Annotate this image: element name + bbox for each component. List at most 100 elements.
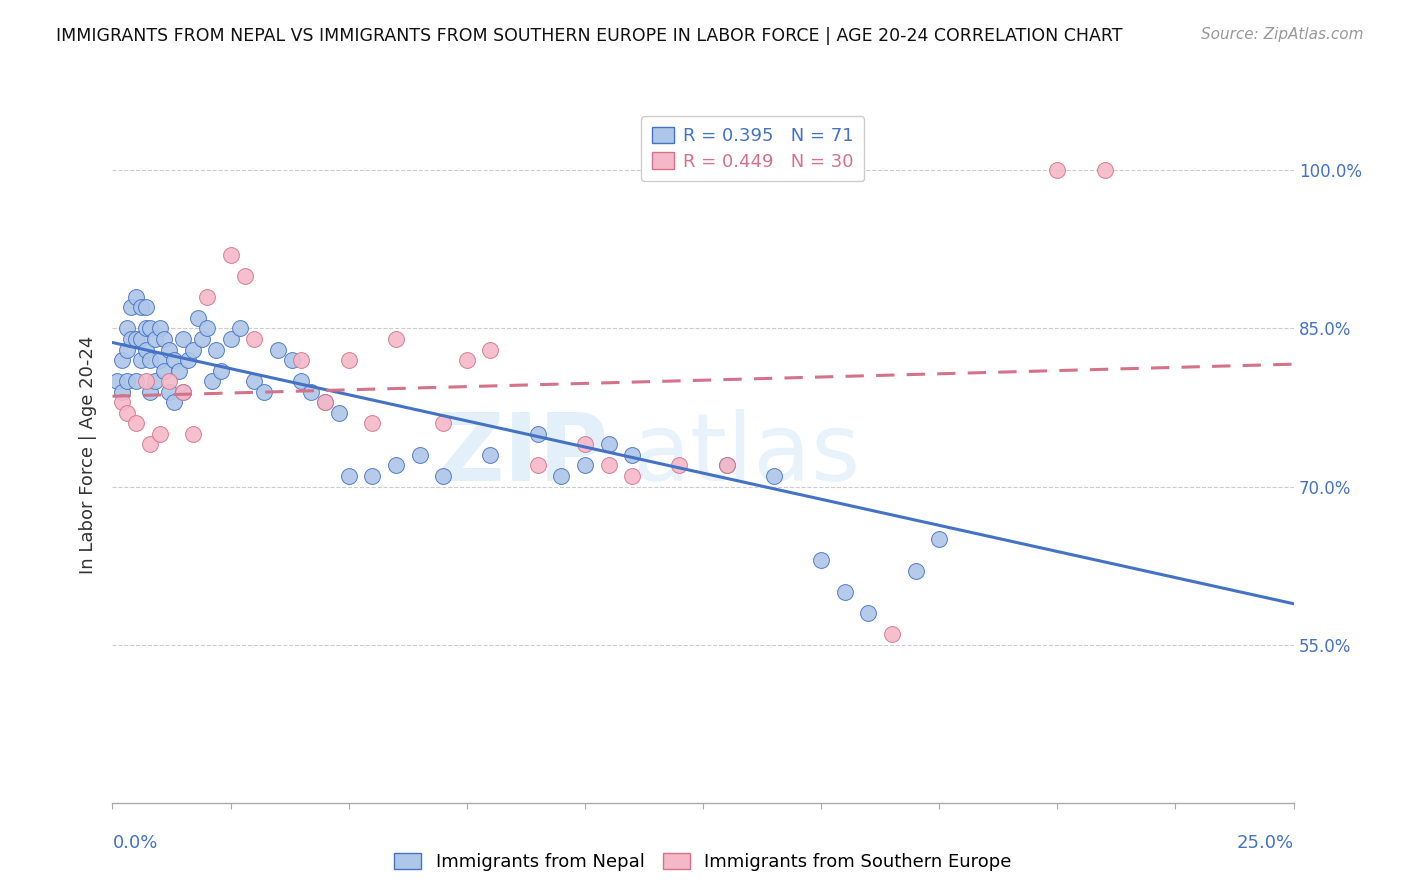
Point (186, 310, 208, 325)
Point (115, 374, 138, 388)
Point (432, 469, 454, 483)
Point (314, 395, 336, 409)
Point (163, 353, 186, 368)
Point (904, 564, 927, 578)
Y-axis label: In Labor Force | Age 20-24: In Labor Force | Age 20-24 (79, 335, 97, 574)
Point (195, 290, 218, 304)
Point (191, 332, 214, 346)
Text: Source: ZipAtlas.com: Source: ZipAtlas.com (1201, 27, 1364, 42)
Point (762, 469, 785, 483)
Point (361, 469, 384, 483)
Point (172, 332, 194, 346)
Point (598, 458, 620, 473)
Point (125, 417, 148, 431)
Point (328, 406, 350, 420)
Point (479, 448, 502, 462)
Point (479, 343, 502, 357)
Point (149, 426, 172, 441)
Point (928, 533, 950, 547)
Point (139, 384, 162, 399)
Point (135, 374, 157, 388)
Point (385, 458, 408, 473)
Point (172, 384, 194, 399)
Point (243, 332, 266, 346)
Point (153, 363, 176, 377)
Point (167, 363, 190, 377)
Point (201, 374, 224, 388)
Point (115, 406, 138, 420)
Point (621, 448, 644, 462)
Point (526, 426, 548, 441)
Point (858, 606, 880, 620)
Point (834, 585, 856, 599)
Point (157, 343, 180, 357)
Point (526, 458, 548, 473)
Text: atlas: atlas (633, 409, 860, 501)
Point (115, 321, 138, 335)
Point (143, 332, 166, 346)
Point (432, 417, 454, 431)
Point (205, 343, 228, 357)
Point (716, 458, 738, 473)
Point (177, 353, 200, 368)
Point (120, 332, 142, 346)
Point (267, 343, 290, 357)
Point (361, 417, 384, 431)
Point (810, 553, 832, 567)
Point (253, 384, 276, 399)
Point (139, 321, 162, 335)
Point (125, 374, 148, 388)
Point (181, 426, 204, 441)
Legend: Immigrants from Nepal, Immigrants from Southern Europe: Immigrants from Nepal, Immigrants from S… (387, 846, 1019, 879)
Point (243, 374, 266, 388)
Point (111, 384, 134, 399)
Point (290, 353, 312, 368)
Point (115, 343, 138, 357)
Point (157, 374, 180, 388)
Point (408, 448, 430, 462)
Point (229, 321, 252, 335)
Point (149, 353, 172, 368)
Point (129, 353, 152, 368)
Point (209, 363, 232, 377)
Point (281, 353, 304, 368)
Point (139, 353, 162, 368)
Point (129, 301, 152, 315)
Point (337, 353, 360, 368)
Point (598, 437, 620, 451)
Point (337, 469, 360, 483)
Point (1094, 163, 1116, 178)
Point (120, 301, 142, 315)
Text: IMMIGRANTS FROM NEPAL VS IMMIGRANTS FROM SOUTHERN EUROPE IN LABOR FORCE | AGE 20: IMMIGRANTS FROM NEPAL VS IMMIGRANTS FROM… (56, 27, 1123, 45)
Point (668, 163, 690, 178)
Point (716, 458, 738, 473)
Point (574, 458, 596, 473)
Point (125, 290, 148, 304)
Point (644, 163, 666, 178)
Point (129, 332, 152, 346)
Point (157, 384, 180, 399)
Text: 0.0%: 0.0% (112, 834, 157, 852)
Point (125, 332, 148, 346)
Point (880, 627, 903, 641)
Point (135, 343, 157, 357)
Point (668, 458, 690, 473)
Point (456, 353, 478, 368)
Point (550, 469, 572, 483)
Point (1046, 163, 1069, 178)
Point (574, 437, 596, 451)
Point (143, 374, 166, 388)
Point (219, 332, 242, 346)
Point (314, 395, 336, 409)
Point (111, 353, 134, 368)
Point (153, 332, 176, 346)
Text: 25.0%: 25.0% (1236, 834, 1294, 852)
Text: ZIP: ZIP (436, 409, 609, 501)
Point (172, 384, 194, 399)
Point (111, 395, 134, 409)
Point (105, 374, 128, 388)
Point (135, 301, 157, 315)
Point (621, 469, 644, 483)
Point (385, 332, 408, 346)
Point (233, 268, 256, 283)
